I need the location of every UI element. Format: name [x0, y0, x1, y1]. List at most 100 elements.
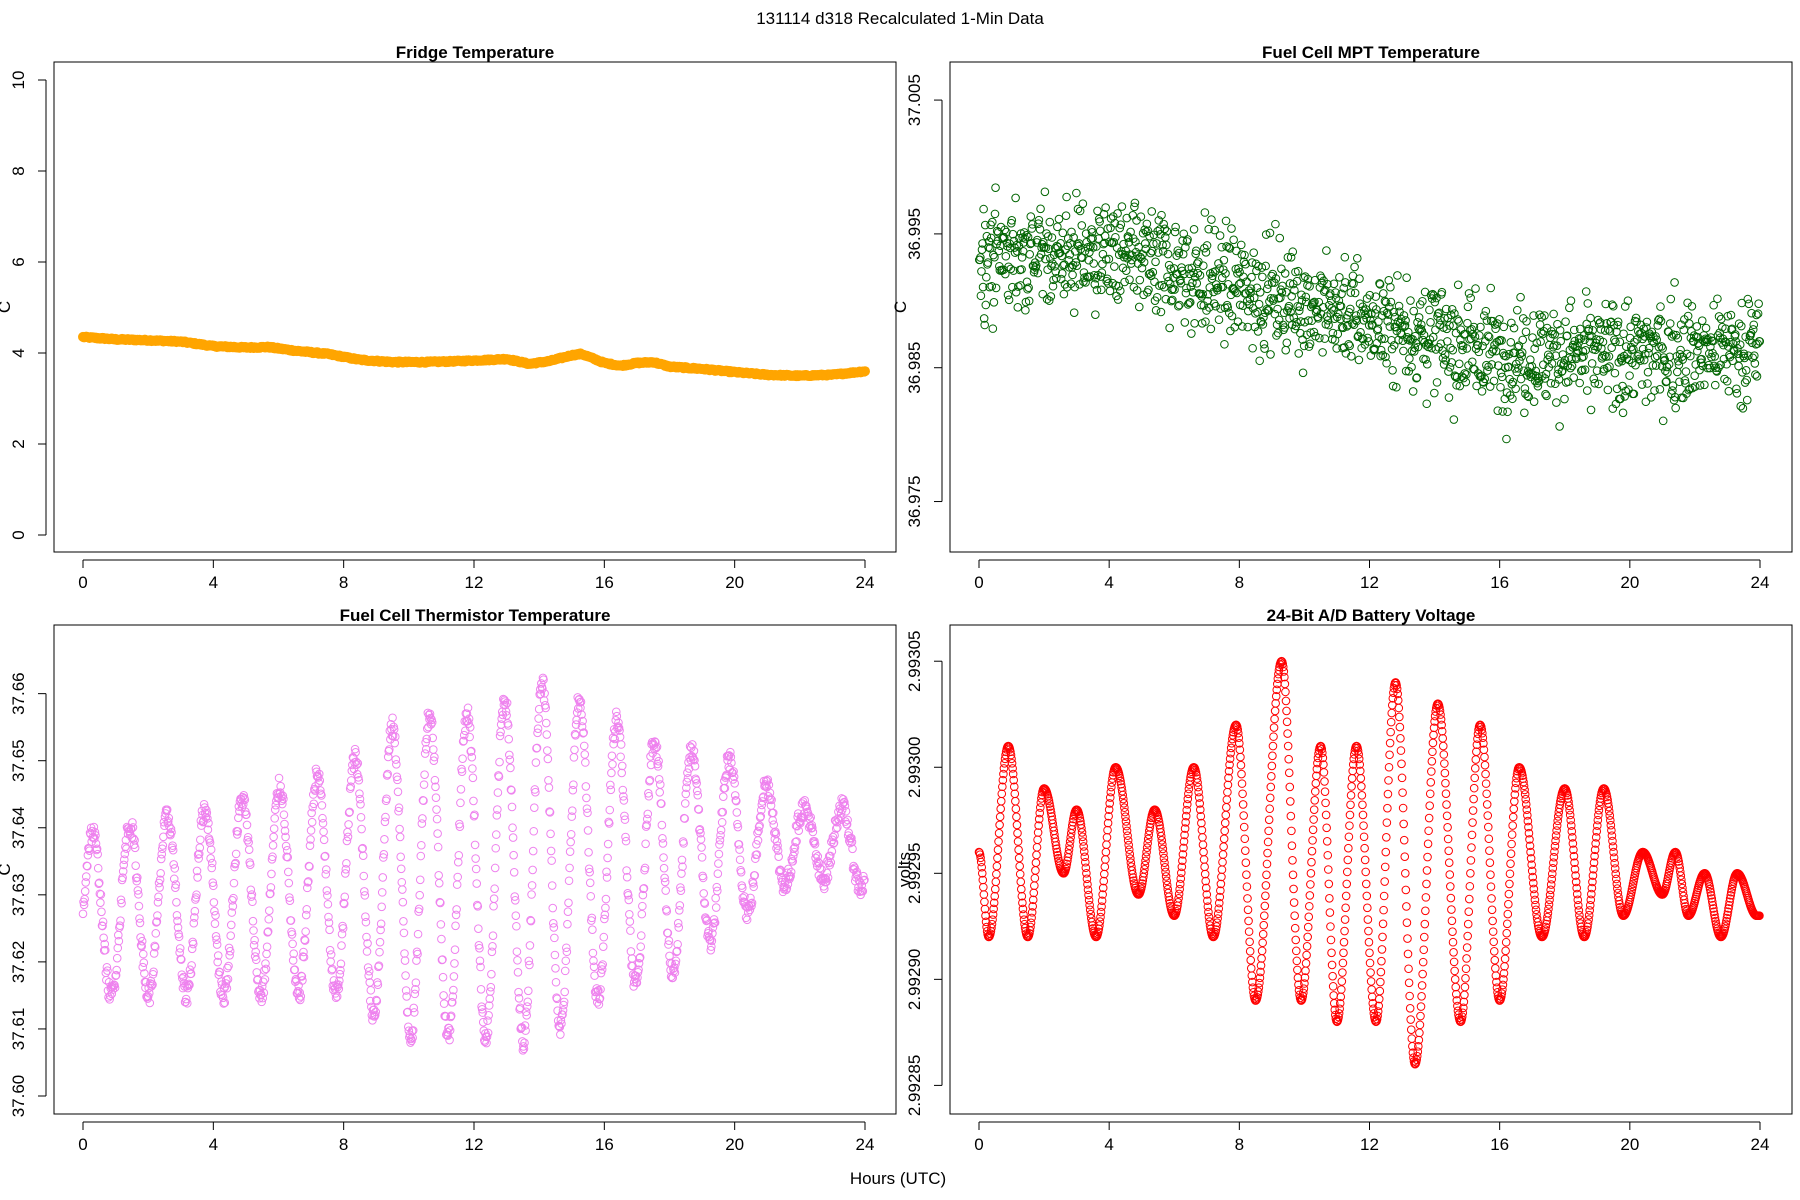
data-point	[213, 951, 223, 960]
data-point	[133, 873, 142, 882]
data-point	[1083, 880, 1092, 889]
panels: Fridge Temperature048121620240246810CFue…	[0, 43, 1793, 1154]
data-point	[266, 883, 276, 892]
data-point	[1569, 325, 1579, 335]
data-point	[209, 881, 218, 891]
data-point	[1492, 319, 1502, 328]
data-point	[1068, 260, 1078, 270]
data-point	[1600, 350, 1609, 360]
data-point	[1295, 302, 1305, 312]
data-point	[1271, 219, 1280, 229]
data-point	[1255, 288, 1265, 297]
data-point	[403, 1007, 413, 1017]
data-point	[996, 796, 1006, 806]
data-point	[1550, 847, 1559, 856]
data-point	[1567, 354, 1576, 364]
data-point	[1057, 269, 1067, 278]
data-point	[633, 973, 642, 982]
data-point	[1662, 362, 1672, 372]
data-point	[1332, 1017, 1342, 1027]
data-point	[97, 907, 106, 917]
data-point	[244, 838, 253, 847]
data-point	[597, 961, 606, 971]
data-point	[1243, 894, 1252, 903]
data-point	[408, 1026, 418, 1035]
data-point	[576, 697, 586, 707]
data-point	[1571, 871, 1580, 880]
data-point	[1406, 1015, 1416, 1024]
data-point	[1540, 311, 1549, 320]
data-point	[127, 824, 136, 834]
data-point	[994, 828, 1004, 838]
data-point	[1450, 975, 1460, 984]
data-point	[1461, 973, 1470, 983]
data-point	[730, 779, 739, 788]
data-point	[1595, 318, 1605, 327]
data-point	[1601, 299, 1610, 309]
data-point	[1038, 289, 1048, 299]
data-point	[395, 832, 405, 842]
data-point	[493, 805, 502, 814]
data-point	[200, 803, 209, 812]
data-point	[621, 832, 630, 842]
y-tick-label: 8	[9, 166, 28, 175]
data-point	[594, 1000, 604, 1009]
data-point	[1249, 293, 1259, 302]
data-point	[358, 851, 368, 861]
x-tick-label: 8	[1235, 573, 1244, 592]
data-point	[1630, 337, 1639, 347]
data-point	[528, 846, 538, 856]
data-point	[1200, 869, 1210, 879]
data-point	[792, 837, 801, 846]
data-point	[1254, 987, 1263, 996]
data-point	[1710, 380, 1720, 390]
data-point	[813, 857, 823, 867]
data-point	[1223, 787, 1232, 797]
data-point	[1334, 309, 1343, 319]
data-point	[1336, 314, 1345, 324]
data-point	[1672, 367, 1682, 377]
data-point	[361, 912, 370, 922]
data-point	[665, 951, 674, 961]
data-point	[1116, 779, 1126, 789]
data-point	[1183, 235, 1192, 244]
data-point	[412, 956, 421, 965]
data-point	[1365, 290, 1375, 300]
data-point	[682, 783, 691, 793]
data-point	[1026, 922, 1035, 932]
data-point	[1485, 858, 1495, 867]
data-point	[285, 896, 295, 906]
data-point	[433, 829, 442, 838]
data-point	[1443, 823, 1452, 832]
data-point	[1125, 275, 1134, 285]
data-point	[1413, 342, 1423, 352]
data-point	[1065, 837, 1075, 846]
data-point	[1309, 298, 1318, 308]
y-tick-label: 6	[9, 257, 28, 266]
data-point	[1202, 306, 1211, 315]
data-point	[660, 873, 669, 883]
data-point	[1363, 333, 1372, 343]
data-point	[340, 892, 350, 902]
data-point	[259, 988, 269, 998]
data-point	[1290, 923, 1300, 933]
data-point	[1188, 278, 1197, 288]
data-point	[319, 835, 329, 845]
data-point	[616, 752, 625, 762]
data-point	[261, 964, 271, 974]
data-point	[991, 877, 1001, 887]
y-tick-label: 36.985	[905, 342, 924, 394]
data-point	[478, 1008, 487, 1017]
data-point	[695, 824, 705, 834]
data-point	[401, 971, 410, 980]
data-point	[1115, 223, 1125, 233]
data-point	[1090, 280, 1100, 289]
data-point	[729, 767, 738, 776]
data-point	[203, 825, 213, 835]
data-point	[860, 875, 869, 885]
data-point	[185, 980, 194, 990]
data-point	[788, 857, 798, 866]
y-tick-label: 37.64	[9, 806, 28, 849]
data-point	[1499, 968, 1509, 978]
data-point	[1522, 317, 1531, 326]
